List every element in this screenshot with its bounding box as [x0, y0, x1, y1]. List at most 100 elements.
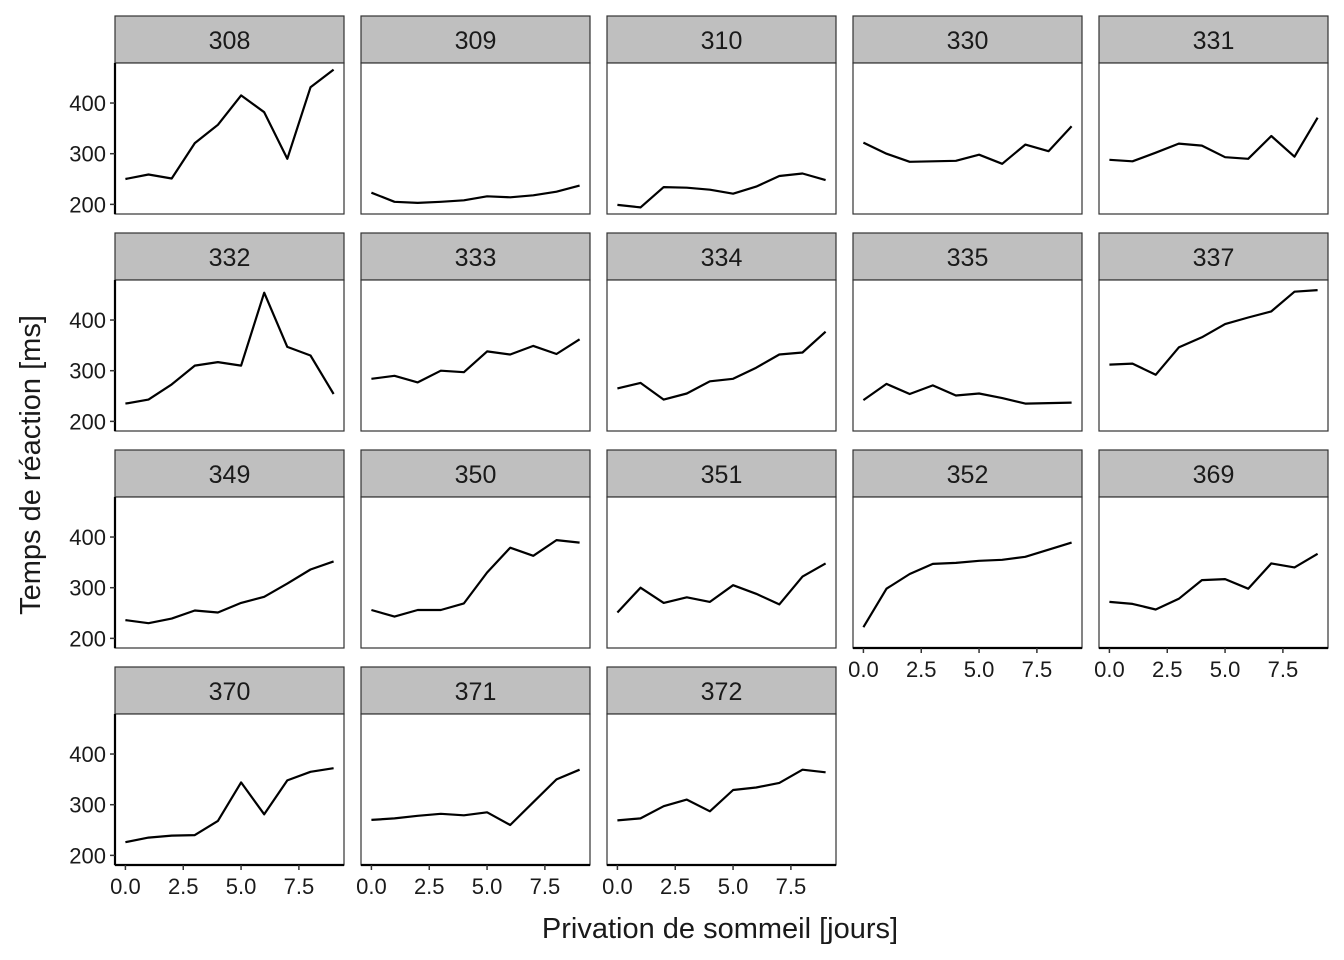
facet-strip [1098, 232, 1329, 281]
x-tick-label: 2.5 [1152, 657, 1183, 682]
x-tick-label: 0.0 [1094, 657, 1125, 682]
facet-panel: 332 200 300 400 [69, 232, 345, 434]
facet-panel: 309 [360, 15, 591, 215]
facet-plot-area [1098, 496, 1329, 649]
series-line [1109, 552, 1319, 611]
facet-panel: 369 0.0 2.5 5.0 7.5 [1094, 449, 1329, 682]
facet-strip-label: 337 [1193, 244, 1235, 272]
facet-strip [852, 232, 1083, 281]
facet-strip [360, 666, 591, 715]
x-axis-title: Privation de sommeil [jours] [542, 913, 898, 945]
facet-strip [852, 449, 1083, 498]
facet-strip-label: 333 [455, 244, 497, 272]
series-line [616, 562, 827, 614]
facet-plot-area [114, 713, 345, 866]
series-line [125, 291, 335, 405]
facet-panel: 352 0.0 2.5 5.0 7.5 [848, 449, 1083, 682]
y-axis-title: Temps de réaction [ms] [15, 315, 47, 615]
facet-plot-area [360, 713, 591, 866]
series-line [1109, 289, 1318, 376]
x-tick-label: 0.0 [110, 874, 141, 899]
x-tick-label: 5.0 [718, 874, 749, 899]
facet-panel: 308 200 300 400 [69, 15, 345, 217]
x-tick-label: 5.0 [226, 874, 257, 899]
x-tick-label: 5.0 [1210, 657, 1241, 682]
facet-plot-area [360, 62, 591, 215]
facet-strip [114, 232, 345, 281]
x-tick-label: 2.5 [168, 874, 199, 899]
facet-strip-label: 351 [701, 461, 743, 489]
facet-panel: 331 [1098, 15, 1329, 215]
facet-panel: 335 [852, 232, 1083, 432]
x-tick-label: 7.5 [1022, 657, 1053, 682]
facet-strip [606, 15, 837, 64]
facet-plot-area [852, 496, 1083, 649]
facet-strip-label: 372 [701, 678, 743, 706]
facet-strip-label: 330 [947, 27, 989, 55]
facet-strip-label: 350 [455, 461, 497, 489]
facet-strip [606, 232, 837, 281]
series-line [862, 382, 1072, 405]
y-tick-label: 300 [69, 793, 106, 818]
y-tick-label: 300 [69, 576, 106, 601]
series-line [370, 184, 580, 204]
series-line [617, 768, 826, 822]
facet-panel: 350 [360, 449, 591, 649]
x-tick-label: 2.5 [414, 874, 445, 899]
facet-panel: 351 [606, 449, 837, 649]
facet-plot-area [606, 713, 837, 866]
facet-strip-label: 369 [1193, 461, 1235, 489]
y-tick-label: 300 [69, 359, 106, 384]
facet-strip [114, 15, 345, 64]
series-line [617, 172, 826, 209]
facet-strip-label: 308 [209, 27, 251, 55]
facet-plot-area [114, 279, 345, 432]
facet-plot-area [114, 496, 345, 649]
x-tick-label: 5.0 [472, 874, 503, 899]
y-tick-label: 200 [69, 843, 106, 868]
y-tick-label: 200 [69, 192, 106, 217]
facet-panel: 334 [606, 232, 837, 432]
facet-panel: 372 0.0 2.5 5.0 7.5 [602, 666, 837, 899]
series-line [371, 338, 581, 384]
facet-plot-area [360, 279, 591, 432]
facet-plot-area [1098, 62, 1329, 215]
facet-strip-label: 310 [701, 27, 743, 55]
facet-plot-area [114, 62, 345, 215]
facet-plot-area [360, 496, 591, 649]
y-tick-label: 400 [69, 742, 106, 767]
x-tick-label: 2.5 [906, 657, 937, 682]
series-line [371, 538, 580, 618]
y-tick-label: 400 [69, 91, 106, 116]
facet-panel: 371 0.0 2.5 5.0 7.5 [356, 666, 591, 899]
x-tick-label: 2.5 [660, 874, 691, 899]
facet-strip-label: 309 [455, 27, 497, 55]
x-tick-label: 7.5 [530, 874, 561, 899]
y-tick-label: 200 [69, 409, 106, 434]
series-line [125, 767, 334, 844]
facet-strip [360, 232, 591, 281]
x-tick-label: 5.0 [964, 657, 995, 682]
facet-panel: 370 200 300 400 0.0 2.5 5.0 7.5 [69, 666, 345, 899]
facet-strip-label: 334 [701, 244, 743, 272]
facet-strip-label: 332 [209, 244, 251, 272]
facet-strip-label: 331 [1193, 27, 1235, 55]
facet-plot-area [1098, 279, 1329, 432]
facet-strip [606, 449, 837, 498]
facet-plot-area [606, 496, 837, 649]
series-line [862, 541, 1072, 628]
facet-panel: 337 [1098, 232, 1329, 432]
y-tick-label: 400 [69, 308, 106, 333]
y-tick-label: 400 [69, 525, 106, 550]
x-tick-label: 0.0 [356, 874, 387, 899]
x-tick-label: 7.5 [1268, 657, 1299, 682]
x-tick-label: 7.5 [776, 874, 807, 899]
facet-strip-label: 335 [947, 244, 989, 272]
facet-plot-area [852, 279, 1083, 432]
facet-plot-area [852, 62, 1083, 215]
facet-strip [114, 449, 345, 498]
facet-strip-label: 371 [455, 678, 497, 706]
facet-panel: 349 200 300 400 [69, 449, 345, 651]
series-line [125, 68, 335, 181]
